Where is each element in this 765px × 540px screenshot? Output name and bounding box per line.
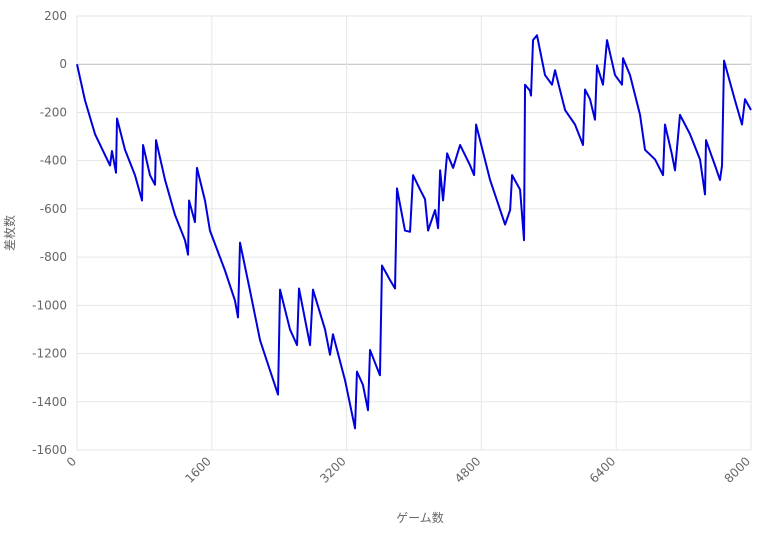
x-tick-label: 1600 xyxy=(182,454,213,485)
x-tick-label: 4800 xyxy=(452,454,483,485)
y-tick-label: -400 xyxy=(40,154,67,168)
y-tick-label: -800 xyxy=(40,250,67,264)
x-tick-label: 6400 xyxy=(587,454,618,485)
x-axis-label: ゲーム数 xyxy=(396,510,444,525)
y-tick-label: -1400 xyxy=(32,395,67,409)
y-tick-label: 200 xyxy=(44,9,67,23)
y-axis-label: 差枚数 xyxy=(2,215,17,251)
x-tick-label: 0 xyxy=(64,454,79,469)
x-tick-label: 8000 xyxy=(722,454,753,485)
y-tick-label: -1200 xyxy=(32,347,67,361)
y-tick-label: -1000 xyxy=(32,298,67,312)
y-tick-label: -200 xyxy=(40,105,67,119)
y-tick-label: -600 xyxy=(40,202,67,216)
y-tick-label: -1600 xyxy=(32,443,67,457)
x-tick-label: 3200 xyxy=(317,454,348,485)
line-series xyxy=(76,34,752,430)
y-tick-label: 0 xyxy=(59,57,67,71)
